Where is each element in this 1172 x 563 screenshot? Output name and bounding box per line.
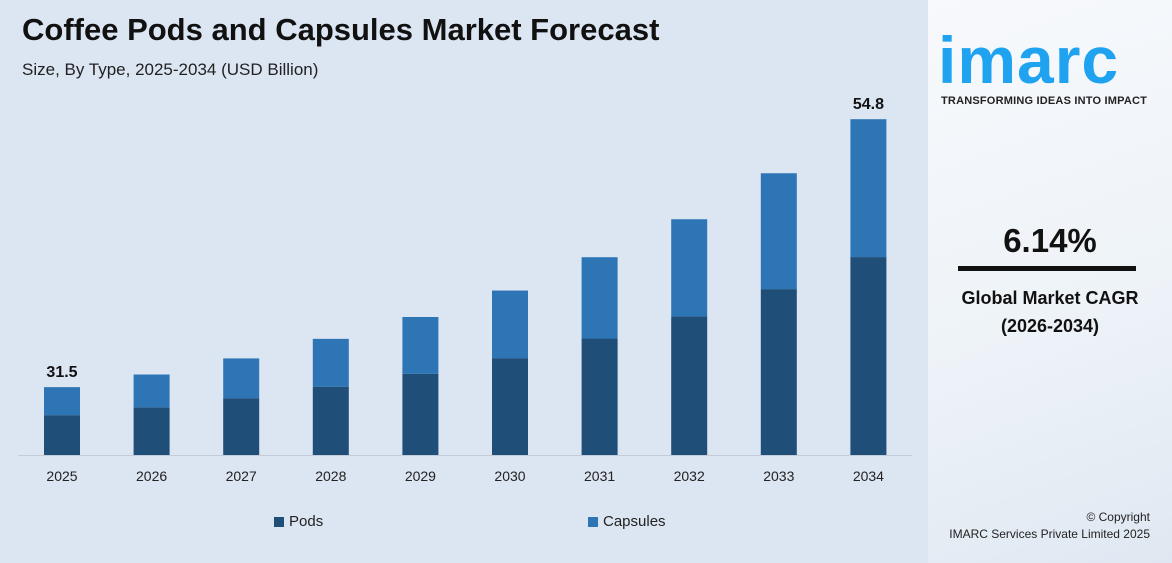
brand-tagline: TRANSFORMING IDEAS INTO IMPACT xyxy=(941,95,1148,107)
x-tick-label: 2034 xyxy=(853,468,884,484)
cagr-label: Global Market CAGR (2026-2034) xyxy=(928,284,1172,340)
bar-chart: 2025 31.5 2026 2027 2028 2029 2030 2031 2032 2033… xyxy=(18,96,912,484)
legend-label-pods: Pods xyxy=(289,513,324,530)
cagr-label-line1: Global Market CAGR xyxy=(961,288,1139,308)
x-tick-label: 2033 xyxy=(763,468,794,484)
bar-capsules-2028 xyxy=(312,338,349,387)
bar-pods-2031 xyxy=(581,338,618,455)
bar-capsules-2032 xyxy=(671,219,708,317)
cagr-divider xyxy=(958,266,1136,271)
bar-capsules-2034 xyxy=(850,119,887,258)
bar-pods-2033 xyxy=(760,289,797,455)
cagr-label-line2: (2026-2034) xyxy=(1000,316,1100,336)
imarc-logo: imarc xyxy=(938,23,1120,97)
x-tick-label: 2027 xyxy=(226,468,257,484)
bar-pods-2028 xyxy=(312,386,349,455)
bar-capsules-2025 xyxy=(44,387,80,416)
legend-swatch-pods xyxy=(274,516,284,527)
bar-capsules-2033 xyxy=(760,173,797,290)
bar-capsules-2027 xyxy=(223,358,260,399)
bar-capsules-2026 xyxy=(133,374,170,408)
x-tick-label: 2030 xyxy=(494,468,525,484)
x-tick-label: 2031 xyxy=(584,468,615,484)
data-label-2025: 31.5 xyxy=(46,364,77,381)
x-tick-label: 2028 xyxy=(315,468,346,484)
legend-item-pods: Pods xyxy=(274,513,323,530)
chart-title: Coffee Pods and Capsules Market Forecast xyxy=(22,12,660,47)
bar-pods-2034 xyxy=(850,257,887,455)
x-tick-label: 2025 xyxy=(46,468,77,484)
bar-pods-2027 xyxy=(223,398,260,455)
copyright-line1: © Copyright xyxy=(1086,510,1150,524)
legend-swatch-capsules xyxy=(588,516,598,527)
bar-pods-2030 xyxy=(492,358,528,455)
x-tick-label: 2026 xyxy=(136,468,167,484)
legend-label-capsules: Capsules xyxy=(603,513,666,530)
info-panel xyxy=(928,0,1172,563)
chart-panel: Coffee Pods and Capsules Market Forecast… xyxy=(0,0,928,563)
data-label-2034: 54.8 xyxy=(853,96,884,113)
copyright-line2: IMARC Services Private Limited 2025 xyxy=(949,527,1150,541)
bar-pods-2029 xyxy=(402,373,439,455)
bar-capsules-2029 xyxy=(402,317,439,374)
bar-capsules-2031 xyxy=(581,257,618,339)
chart-subtitle: Size, By Type, 2025-2034 (USD Billion) xyxy=(22,60,319,79)
bar-pods-2032 xyxy=(671,316,708,455)
x-tick-label: 2029 xyxy=(405,468,436,484)
bar-pods-2026 xyxy=(133,407,170,455)
x-tick-label: 2032 xyxy=(674,468,705,484)
cagr-value: 6.14% xyxy=(1003,222,1097,259)
bar-capsules-2030 xyxy=(492,290,528,359)
bar-pods-2025 xyxy=(44,415,80,455)
legend-item-capsules: Capsules xyxy=(588,513,666,530)
